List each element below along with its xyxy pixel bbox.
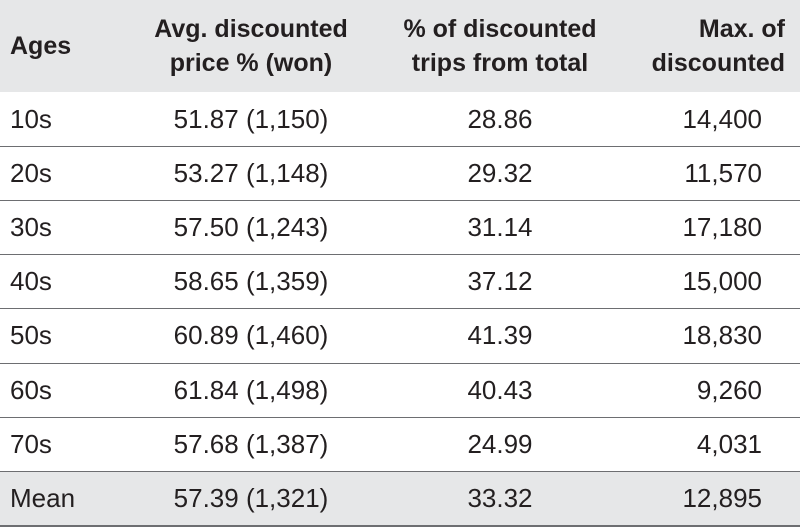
data-cell: 53.27 (1,148)	[173, 158, 329, 189]
row-divider	[0, 362, 800, 364]
table-bottom-rule	[0, 524, 800, 527]
header-background	[0, 0, 800, 92]
row-label: 60s	[10, 374, 52, 405]
summary-row-background	[0, 470, 800, 525]
row-label: 10s	[10, 104, 52, 135]
row-label: 50s	[10, 320, 52, 351]
row-divider	[0, 254, 800, 256]
data-cell: 58.65 (1,359)	[173, 266, 329, 297]
row-label: 40s	[10, 266, 52, 297]
header-cell: Ages	[10, 32, 72, 60]
data-cell: 11,570	[684, 158, 762, 189]
data-cell: 37.12	[467, 266, 533, 297]
row-label: Mean	[10, 482, 76, 513]
row-divider	[0, 146, 800, 148]
row-label: 20s	[10, 158, 52, 189]
data-cell: 9,260	[696, 374, 762, 405]
header-cell: % of discounted trips from total	[403, 15, 597, 77]
data-cell: 51.87 (1,150)	[173, 104, 329, 135]
row-divider	[0, 470, 800, 472]
data-cell: 31.14	[467, 212, 533, 243]
data-cell: 15,000	[682, 266, 762, 297]
row-divider	[0, 308, 800, 310]
header-cell: Max. of discounted	[651, 15, 785, 77]
data-cell: 57.50 (1,243)	[173, 212, 329, 243]
data-cell: 41.39	[467, 320, 533, 351]
row-label: 70s	[10, 428, 52, 459]
data-cell: 57.39 (1,321)	[173, 482, 329, 513]
data-cell: 57.68 (1,387)	[173, 428, 329, 459]
header-cell: Avg. discounted price % (won)	[154, 15, 348, 77]
data-cell: 60.89 (1,460)	[173, 320, 329, 351]
data-cell: 4,031	[696, 428, 762, 459]
row-label: 30s	[10, 212, 52, 243]
data-cell: 24.99	[467, 428, 533, 459]
data-cell: 17,180	[682, 212, 762, 243]
data-cell: 40.43	[467, 374, 533, 405]
data-cell: 18,830	[682, 320, 762, 351]
data-cell: 14,400	[682, 104, 762, 135]
data-cell: 12,895	[682, 482, 762, 513]
data-cell: 29.32	[467, 158, 533, 189]
data-cell: 28.86	[467, 104, 533, 135]
row-divider	[0, 416, 800, 418]
data-cell: 33.32	[467, 482, 533, 513]
row-divider	[0, 200, 800, 202]
data-cell: 61.84 (1,498)	[173, 374, 329, 405]
